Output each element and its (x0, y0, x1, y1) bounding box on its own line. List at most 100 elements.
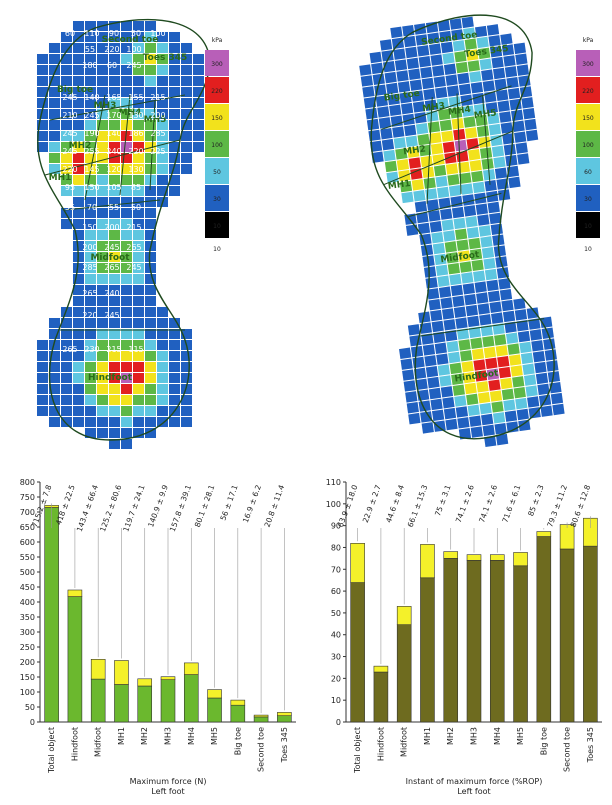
pressure-cell (73, 32, 84, 42)
pressure-cell (543, 338, 556, 350)
pressure-cell (471, 170, 484, 183)
pressure-cell (470, 81, 484, 94)
cell-value: 120 (106, 165, 121, 174)
pressure-cell (133, 175, 144, 185)
pressure-cell (396, 159, 410, 171)
cell-value: 186 (128, 129, 143, 138)
pressure-cell (109, 120, 120, 130)
colorbar-band (205, 77, 229, 103)
pressure-cell (109, 285, 120, 295)
y-tick-label: 90 (331, 522, 341, 531)
pressure-cell (121, 439, 132, 449)
pressure-cell (458, 250, 471, 262)
pressure-cell (157, 362, 168, 372)
colorbar-band (205, 131, 229, 157)
pressure-cell (509, 354, 522, 366)
pressure-cell (73, 219, 84, 229)
pressure-cell (492, 323, 505, 335)
pressure-cell (498, 366, 511, 379)
pressure-cell (529, 329, 543, 341)
pressure-cell (498, 278, 511, 290)
pressure-cell (85, 186, 96, 196)
pressure-cell (169, 384, 180, 394)
pressure-cell (458, 428, 472, 440)
colorbar-bottom-label: 10 (584, 246, 592, 253)
cell-value: 255 (84, 147, 99, 156)
pressure-cell (507, 343, 520, 355)
pressure-cell (61, 186, 72, 196)
pressure-cell (145, 43, 156, 53)
pressure-cell (513, 42, 526, 55)
pressure-cell (512, 376, 525, 388)
cell-value: 220 (62, 165, 77, 174)
pressure-cell (85, 340, 96, 350)
pressure-cell (193, 142, 204, 152)
cell-value: 90 (109, 29, 119, 38)
pressure-cell (464, 293, 477, 306)
bar-segment (466, 560, 482, 723)
pressure-cell (157, 142, 168, 152)
pressure-cell (73, 175, 84, 185)
bar-segment (489, 560, 505, 723)
region-label: MH5 (473, 108, 497, 121)
bar-annotation: 74.1 ± 2.6 (454, 483, 476, 524)
pressure-cell (519, 341, 532, 354)
pressure-cell (449, 273, 462, 286)
bar-segment (536, 536, 552, 723)
pressure-cell (73, 230, 84, 240)
pressure-cell (157, 351, 168, 361)
pressure-cell (133, 351, 144, 361)
pressure-cell (513, 298, 526, 310)
chart-instant-max-force: 0 10 20 30 40 50 60 70 80 90 100 110 63.9 ± 18.0 Tota… (306, 470, 612, 800)
pressure-cell (169, 417, 180, 427)
y-tick-label: 80 (331, 543, 341, 552)
pressure-cell (479, 147, 493, 159)
pressure-cell (133, 43, 144, 53)
pressure-cell (403, 35, 416, 48)
pressure-cell (121, 164, 132, 174)
pressure-cell (410, 168, 423, 180)
pressure-cell (463, 116, 476, 128)
category-label: MH4 (493, 727, 502, 745)
pressure-cell (527, 396, 540, 408)
colorbar-band (576, 50, 600, 76)
pressure-cell (471, 348, 485, 360)
pressure-cell (503, 55, 516, 67)
pressure-cell (456, 239, 469, 251)
pressure-cell (522, 107, 536, 120)
pressure-cell (415, 378, 428, 391)
pressure-cell (73, 43, 84, 53)
pressure-cell (193, 54, 204, 64)
pressure-cell (97, 98, 108, 108)
pressure-cell (413, 367, 427, 380)
cell-value: 225 (150, 147, 165, 156)
bar-annotation: 157.8 ± 39.1 (168, 483, 193, 533)
pressure-cell (383, 149, 396, 162)
region-label: Toes 345 (143, 53, 188, 63)
pressure-cell (446, 340, 459, 353)
pressure-cell (145, 329, 156, 339)
pressure-cell (438, 108, 451, 121)
pressure-cell (445, 74, 458, 86)
pressure-cell (416, 211, 429, 224)
pressure-cell (455, 61, 469, 74)
pressure-cell (73, 406, 84, 416)
pressure-cell (133, 263, 144, 273)
cell-value: 245 (104, 311, 119, 320)
pressure-cell (85, 43, 96, 53)
pressure-cell (61, 153, 72, 163)
pressure-cell (479, 58, 492, 70)
pressure-cell (97, 208, 108, 218)
pressure-cell (85, 384, 96, 394)
x-axis-subtitle: Left foot (151, 787, 184, 796)
y-tick-label: 50 (25, 703, 35, 712)
bar-segment (114, 684, 129, 723)
category-label: MH4 (187, 727, 196, 745)
category-label: Second toe (257, 727, 266, 772)
pressure-cell (477, 214, 490, 226)
pressure-cell (109, 373, 120, 383)
pressure-cell (446, 252, 459, 264)
foot-outline (370, 14, 555, 440)
pressure-cell (73, 373, 84, 383)
